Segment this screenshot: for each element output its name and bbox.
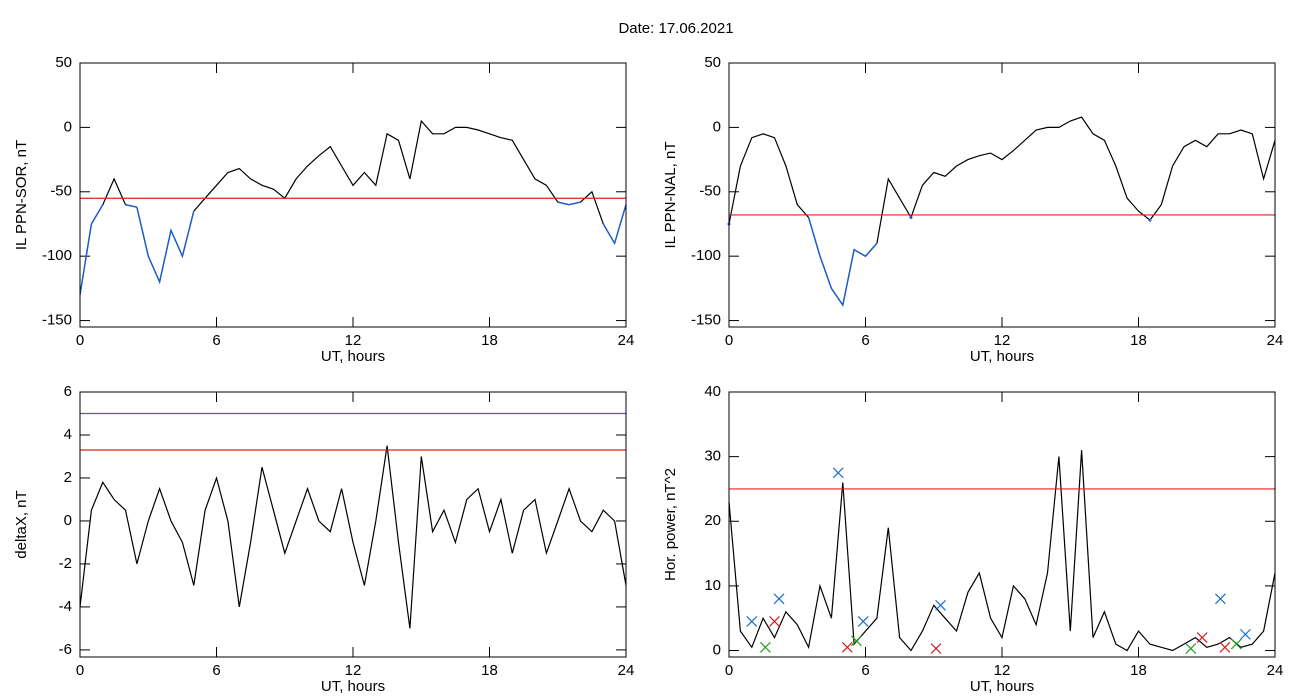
- x-marker: [1214, 593, 1226, 605]
- x-marker: [832, 467, 844, 479]
- figure-title: Date: 17.06.2021: [618, 20, 733, 37]
- x-marker: [841, 641, 853, 653]
- x-tick-label: 24: [618, 662, 635, 679]
- x-tick-label: 0: [725, 332, 733, 349]
- x-tick-label: 6: [861, 662, 869, 679]
- x-marker: [1219, 641, 1231, 653]
- x-marker: [1196, 632, 1208, 644]
- x-tick-label: 18: [481, 662, 498, 679]
- x-tick-label: 0: [76, 332, 84, 349]
- x-marker: [1185, 643, 1197, 655]
- y-tick-label: 20: [704, 512, 721, 529]
- x-marker: [1240, 628, 1251, 640]
- x-axis-label: UT, hours: [970, 348, 1034, 365]
- y-tick-label: 50: [704, 54, 721, 71]
- highlight-line: [807, 217, 878, 307]
- x-tick-label: 6: [212, 662, 220, 679]
- x-marker: [930, 643, 942, 655]
- x-tick-label: 0: [725, 662, 733, 679]
- data-line: [79, 445, 627, 629]
- y-tick-label: 0: [713, 642, 721, 659]
- x-tick-label: 6: [212, 332, 220, 349]
- x-tick-label: 6: [861, 332, 869, 349]
- x-axis-label: UT, hours: [321, 348, 385, 365]
- x-tick-label: 24: [1267, 662, 1284, 679]
- y-tick-label: -2: [59, 555, 72, 572]
- y-tick-label: 4: [64, 426, 72, 443]
- y-tick-label: 0: [64, 118, 72, 135]
- x-tick-label: 18: [481, 332, 498, 349]
- x-marker: [769, 616, 780, 627]
- y-tick-label: 50: [55, 54, 72, 71]
- data-line: [728, 450, 1276, 652]
- highlight-line: [79, 204, 104, 295]
- y-axis-label: Hor. power, nT^2: [662, 468, 679, 581]
- y-tick-label: -50: [50, 183, 72, 200]
- x-marker: [759, 641, 771, 653]
- x-marker: [773, 593, 785, 605]
- x-tick-label: 12: [994, 662, 1011, 679]
- plot-frame: [79, 391, 627, 658]
- plot-frame: [728, 391, 1276, 658]
- y-tick-label: 30: [704, 448, 721, 465]
- y-tick-label: 0: [64, 512, 72, 529]
- x-tick-label: 0: [76, 662, 84, 679]
- highlight-line: [602, 204, 627, 246]
- y-axis-label: IL PPN-SOR, nT: [13, 140, 30, 250]
- x-tick-label: 12: [994, 332, 1011, 349]
- highlight-line: [557, 201, 581, 206]
- y-tick-label: 40: [704, 383, 721, 400]
- highlight-line: [125, 204, 195, 285]
- y-tick-label: 0: [713, 118, 721, 135]
- y-axis-label: IL PPN-NAL, nT: [662, 142, 679, 249]
- y-tick-label: -100: [42, 247, 72, 264]
- y-tick-label: 6: [64, 383, 72, 400]
- x-marker: [746, 616, 758, 627]
- x-marker: [850, 635, 862, 647]
- plot-frame: [728, 62, 1276, 328]
- plot-frame: [79, 62, 627, 328]
- y-tick-label: -150: [42, 312, 72, 329]
- y-axis-label: deltaX, nT: [13, 490, 30, 558]
- x-marker: [1230, 638, 1242, 650]
- highlight-point: [909, 216, 913, 220]
- x-axis-label: UT, hours: [970, 678, 1034, 695]
- x-tick-label: 12: [345, 662, 362, 679]
- y-tick-label: -150: [691, 312, 721, 329]
- highlight-point: [1148, 218, 1152, 222]
- x-marker: [935, 599, 946, 611]
- x-marker: [857, 616, 869, 627]
- x-tick-label: 18: [1130, 332, 1147, 349]
- x-tick-label: 18: [1130, 662, 1147, 679]
- y-tick-label: 10: [704, 577, 721, 594]
- y-tick-label: -100: [691, 247, 721, 264]
- x-tick-label: 24: [618, 332, 635, 349]
- x-tick-label: 24: [1267, 332, 1284, 349]
- y-tick-label: -6: [59, 641, 72, 658]
- x-axis-label: UT, hours: [321, 678, 385, 695]
- x-tick-label: 12: [345, 332, 362, 349]
- y-tick-label: -50: [699, 183, 721, 200]
- y-tick-label: 2: [64, 469, 72, 486]
- y-tick-label: -4: [59, 598, 72, 615]
